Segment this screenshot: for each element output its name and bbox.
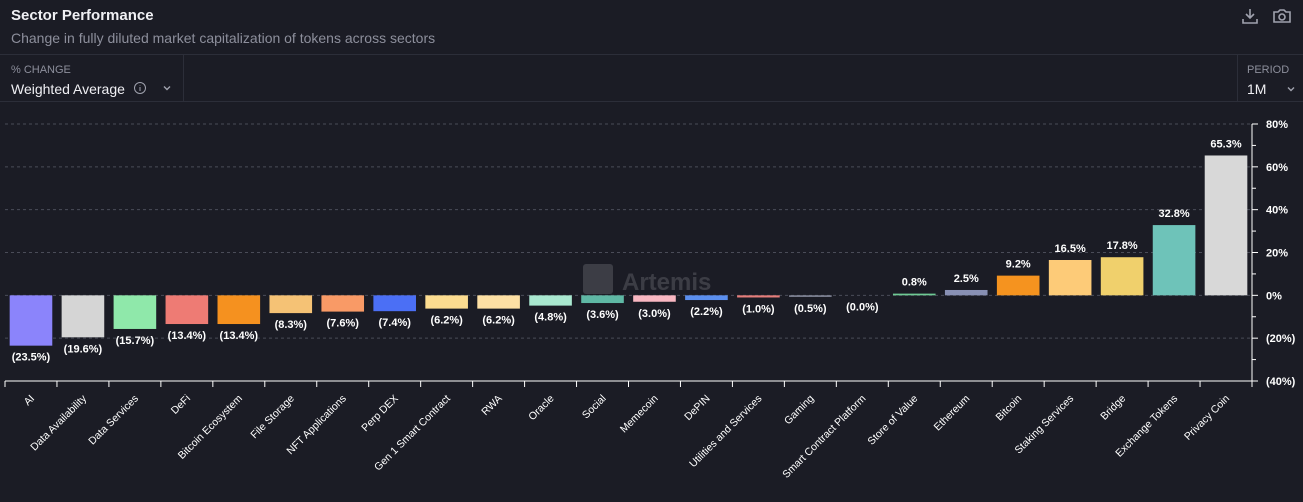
chevron-down-icon[interactable] bbox=[1285, 83, 1297, 95]
x-tick-label: Store of Value bbox=[865, 393, 920, 448]
x-tick-label: Ethereum bbox=[932, 392, 973, 433]
bar-ethereum bbox=[944, 289, 988, 296]
metric-value: Weighted Average bbox=[11, 81, 125, 97]
x-tick-label: Social bbox=[580, 393, 609, 422]
data-label: 16.5% bbox=[1055, 243, 1086, 255]
data-label: (13.4%) bbox=[220, 330, 259, 342]
data-label: 0.8% bbox=[902, 277, 927, 289]
y-tick-label: (40%) bbox=[1266, 376, 1296, 388]
controls-spacer bbox=[183, 55, 1237, 102]
metric-selector[interactable]: % CHANGE Weighted Average bbox=[0, 55, 184, 102]
metric-label: % CHANGE bbox=[11, 64, 71, 76]
bar-social bbox=[581, 295, 624, 304]
period-value: 1M bbox=[1247, 81, 1267, 97]
bar-gen-1-smart-contract bbox=[425, 295, 468, 309]
x-tick-label: Bitcoin bbox=[994, 393, 1025, 424]
bar-bitcoin bbox=[996, 275, 1040, 296]
camera-icon[interactable] bbox=[1272, 6, 1292, 26]
chart-title: Sector Performance bbox=[11, 7, 154, 24]
bar-data-availability bbox=[61, 295, 105, 338]
bar-file-storage bbox=[269, 295, 313, 314]
data-label: (4.8%) bbox=[534, 312, 567, 324]
chevron-down-icon[interactable] bbox=[161, 82, 173, 94]
watermark-logo bbox=[583, 264, 613, 294]
y-tick-label: 40% bbox=[1266, 205, 1288, 217]
data-label: (2.2%) bbox=[690, 306, 723, 318]
bar-data-services bbox=[113, 295, 157, 329]
period-label: PERIOD bbox=[1247, 64, 1290, 76]
data-label: (7.4%) bbox=[378, 317, 411, 329]
data-label: (3.6%) bbox=[586, 309, 619, 321]
bar-oracle bbox=[529, 295, 572, 306]
x-tick-label: AI bbox=[22, 393, 38, 409]
data-label: (3.0%) bbox=[638, 308, 671, 320]
artemis-watermark: Artemis bbox=[583, 264, 711, 296]
data-label: (6.2%) bbox=[482, 315, 515, 327]
download-icon[interactable] bbox=[1240, 6, 1260, 26]
x-tick-label: DePIN bbox=[682, 393, 712, 423]
x-tick-label: Memecoin bbox=[618, 393, 661, 436]
x-tick-label: Oracle bbox=[526, 393, 556, 423]
data-label: (1.0%) bbox=[742, 303, 775, 315]
data-label: 9.2% bbox=[1006, 259, 1031, 271]
data-label: 65.3% bbox=[1210, 138, 1241, 150]
bar-perp-dex bbox=[373, 295, 416, 312]
data-label: 32.8% bbox=[1158, 208, 1189, 220]
x-tick-label: Bridge bbox=[1098, 393, 1128, 423]
bar-memecoin bbox=[633, 295, 676, 302]
bar-ai bbox=[9, 295, 53, 346]
bar-privacy-coin bbox=[1204, 155, 1248, 296]
data-label: (6.2%) bbox=[430, 315, 463, 327]
data-label: 17.8% bbox=[1107, 240, 1138, 252]
y-tick-label: 20% bbox=[1266, 248, 1288, 260]
bar-chart: Artemis 80% 60% 40% 20% 0% (20%) (40%) (23.5%) A… bbox=[4, 119, 1296, 481]
bar-utilities-and-services bbox=[737, 295, 780, 298]
bar-defi bbox=[165, 295, 209, 325]
y-tick-label: 60% bbox=[1266, 162, 1288, 174]
bar-store-of-value bbox=[892, 293, 936, 296]
y-tick-label: 0% bbox=[1266, 290, 1282, 302]
x-tick-label: DeFi bbox=[169, 393, 193, 417]
period-selector[interactable]: PERIOD 1M bbox=[1237, 55, 1303, 102]
x-tick-label: Perp DEX bbox=[359, 393, 400, 434]
bar-depin bbox=[685, 295, 728, 301]
x-tick-label: RWA bbox=[479, 393, 504, 418]
watermark-text: Artemis bbox=[622, 269, 711, 296]
data-label: (13.4%) bbox=[168, 330, 207, 342]
bar-bitcoin-ecosystem bbox=[217, 295, 261, 325]
x-tick-label: Gaming bbox=[782, 393, 817, 428]
bar-gaming bbox=[789, 295, 832, 297]
y-tick-label: 80% bbox=[1266, 119, 1288, 131]
x-tick-label: Data Services bbox=[86, 393, 141, 448]
bar-staking-services bbox=[1048, 259, 1092, 296]
y-tick-label: (20%) bbox=[1266, 333, 1296, 345]
bar-bridge bbox=[1100, 257, 1144, 296]
bar-rwa bbox=[477, 295, 520, 309]
data-label: 2.5% bbox=[954, 273, 979, 285]
chart-subtitle: Change in fully diluted market capitaliz… bbox=[11, 30, 436, 46]
data-label: (7.6%) bbox=[327, 318, 360, 330]
data-label: (23.5%) bbox=[12, 352, 51, 364]
data-label: (8.3%) bbox=[275, 319, 308, 331]
data-label: (0.0%) bbox=[846, 301, 879, 313]
data-label: (19.6%) bbox=[64, 343, 103, 355]
bar-exchange-tokens bbox=[1152, 225, 1196, 296]
x-tick-label: Data Availability bbox=[28, 392, 89, 453]
bar-nft-applications bbox=[321, 295, 365, 312]
x-tick-label: Privacy Coin bbox=[1182, 393, 1232, 443]
info-icon[interactable] bbox=[133, 81, 147, 95]
data-label: (0.5%) bbox=[794, 303, 827, 315]
data-label: (15.7%) bbox=[116, 335, 155, 347]
x-tick-label: File Storage bbox=[248, 393, 297, 442]
chart-header: Sector Performance Change in fully dilut… bbox=[0, 0, 1303, 55]
